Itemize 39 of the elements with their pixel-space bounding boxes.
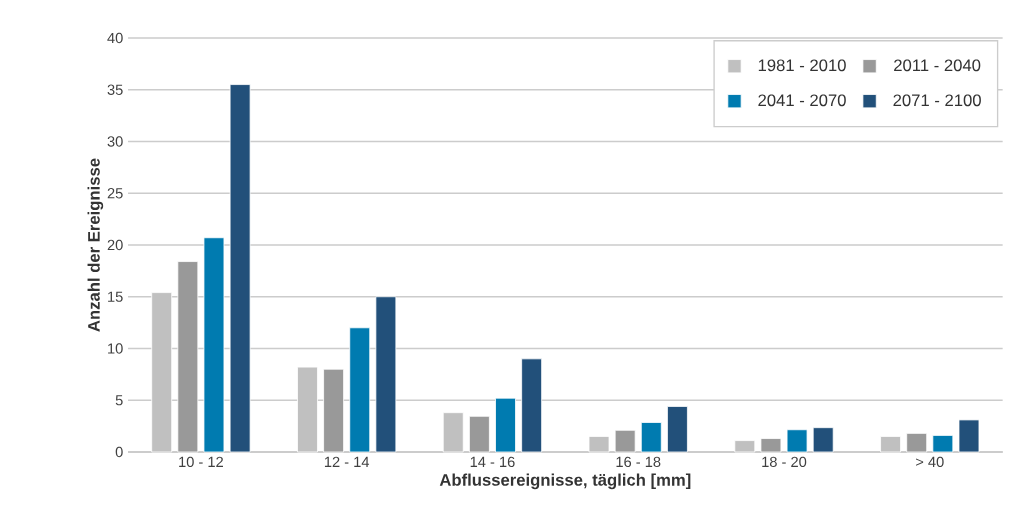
y-tick-label: 20 [107, 239, 123, 251]
bar [349, 327, 371, 453]
bar [906, 432, 928, 453]
y-tick-label: 0 [115, 446, 123, 458]
bar [640, 422, 662, 453]
y-tick-label: 35 [107, 84, 123, 95]
x-tick-label: > 40 [916, 456, 944, 468]
bar [203, 237, 225, 453]
y-tick-label: 25 [107, 188, 123, 199]
x-tick-label: 14 - 16 [470, 456, 515, 468]
bar [468, 415, 490, 453]
x-tick-label: 10 - 12 [179, 456, 223, 468]
bar [323, 368, 345, 453]
bar [495, 397, 516, 453]
bar [614, 429, 636, 453]
bar [521, 358, 543, 453]
y-tick-label: 30 [107, 136, 123, 147]
y-axis-title: Anzahl der Ereignisse [87, 158, 104, 332]
y-tick-label: 5 [115, 395, 123, 406]
legend-label: 2041 - 2070 [758, 94, 846, 107]
y-tick-label: 15 [108, 291, 123, 302]
legend-label: 2011 - 2040 [894, 59, 981, 72]
bar [958, 419, 980, 453]
bar [812, 427, 834, 453]
x-tick-label: 18 - 20 [762, 456, 807, 468]
bar [375, 296, 397, 453]
bar [786, 429, 808, 453]
bar [760, 438, 782, 453]
x-tick-label: 16 - 18 [616, 456, 661, 468]
y-tick-label: 10 [108, 343, 123, 354]
bar [229, 84, 251, 453]
bar [177, 261, 199, 453]
x-axis-title: Abflussereignisse, täglich [mm] [439, 473, 691, 490]
x-tick-label: 12 - 14 [324, 456, 370, 467]
bar [667, 406, 688, 453]
bar [932, 435, 954, 453]
legend-label: 1981 - 2010 [758, 59, 846, 72]
legend-label: 2071 - 2100 [893, 94, 981, 107]
y-tick-label: 40 [107, 32, 123, 44]
